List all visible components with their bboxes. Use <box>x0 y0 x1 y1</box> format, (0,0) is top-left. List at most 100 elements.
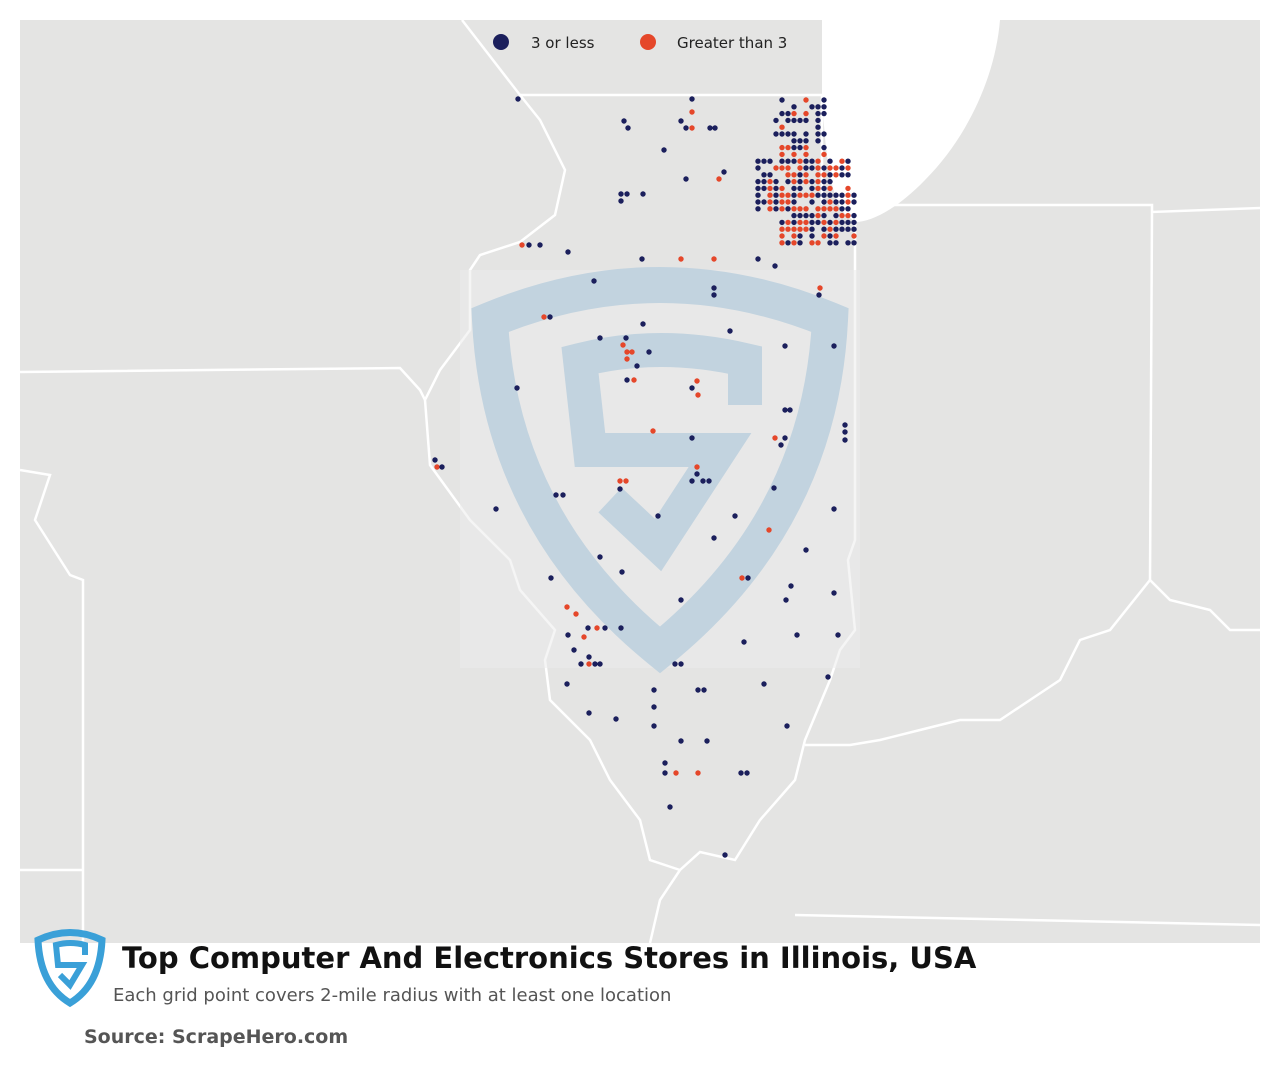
grid-point <box>618 191 624 197</box>
grid-point <box>815 131 821 137</box>
grid-point <box>803 144 809 151</box>
legend: 3 or less Greater than 3 <box>493 34 787 52</box>
grid-point <box>573 611 579 617</box>
grid-point <box>514 385 520 391</box>
grid-point <box>833 165 839 171</box>
grid-point <box>842 422 848 428</box>
grid-point <box>797 206 803 212</box>
grid-point <box>785 144 791 151</box>
grid-point <box>839 165 845 171</box>
grid-point <box>791 240 797 246</box>
grid-point <box>694 464 700 470</box>
grid-point <box>797 226 803 232</box>
grid-point <box>779 97 785 103</box>
grid-point <box>815 165 821 171</box>
grid-point <box>815 117 821 124</box>
grid-point <box>779 199 785 205</box>
grid-point <box>778 442 784 448</box>
grid-point <box>845 199 851 205</box>
grid-point <box>821 199 827 205</box>
grid-point <box>797 138 803 144</box>
grid-point <box>683 125 689 131</box>
grid-point <box>721 169 727 175</box>
source: Source: ScrapeHero.com <box>84 1026 348 1048</box>
grid-point <box>700 478 706 484</box>
grid-point <box>833 240 839 246</box>
grid-point <box>526 242 532 248</box>
grid-point <box>617 478 623 484</box>
grid-point <box>851 226 857 232</box>
grid-point <box>785 178 791 185</box>
grid-point <box>791 110 797 117</box>
grid-point <box>809 165 815 171</box>
grid-point <box>618 198 624 204</box>
grid-point <box>809 192 815 198</box>
grid-point <box>815 206 821 212</box>
grid-point <box>803 226 809 232</box>
grid-point <box>553 492 559 498</box>
grid-point <box>785 240 791 246</box>
grid-point <box>618 625 624 631</box>
grid-point <box>779 165 785 171</box>
grid-point <box>707 125 713 131</box>
grid-point <box>689 478 695 484</box>
grid-point <box>827 219 833 226</box>
grid-point <box>797 185 803 192</box>
grid-point <box>651 687 657 693</box>
grid-point <box>815 219 821 226</box>
grid-point <box>773 165 779 171</box>
grid-point <box>851 219 857 226</box>
grid-point <box>624 349 630 355</box>
grid-point <box>825 674 831 680</box>
grid-point <box>785 192 791 198</box>
grid-point <box>785 219 791 226</box>
grid-point <box>767 206 773 212</box>
grid-point <box>803 212 809 219</box>
grid-point <box>767 185 773 192</box>
grid-point <box>827 199 833 205</box>
grid-point <box>739 575 745 581</box>
grid-point <box>845 172 851 178</box>
grid-point <box>803 192 809 198</box>
grid-point <box>833 233 839 239</box>
grid-point <box>791 219 797 226</box>
grid-point <box>594 625 600 631</box>
grid-point <box>565 249 571 255</box>
grid-point <box>779 206 785 212</box>
grid-point <box>851 192 857 198</box>
grid-point <box>646 349 652 355</box>
grid-point <box>782 343 788 349</box>
grid-point <box>821 219 827 226</box>
grid-point <box>839 199 845 205</box>
grid-point <box>651 723 657 729</box>
grid-point <box>779 124 785 130</box>
grid-point <box>773 192 779 198</box>
grid-point <box>816 292 822 298</box>
grid-point <box>761 172 767 178</box>
grid-point <box>815 158 821 164</box>
grid-point <box>803 206 809 212</box>
grid-point <box>597 335 603 341</box>
grid-point <box>755 256 761 262</box>
grid-point <box>592 661 598 667</box>
grid-point <box>785 226 791 232</box>
grid-point <box>560 492 566 498</box>
lake-michigan <box>822 20 1000 222</box>
grid-point <box>773 178 779 185</box>
grid-points <box>432 96 857 858</box>
grid-point <box>672 661 678 667</box>
grid-point <box>624 191 630 197</box>
grid-point <box>773 117 779 124</box>
grid-point <box>785 165 791 171</box>
grid-point <box>839 212 845 219</box>
grid-point <box>845 158 851 164</box>
grid-point <box>711 292 717 298</box>
grid-point <box>738 770 744 776</box>
grid-point <box>711 535 717 541</box>
grid-point <box>809 104 815 110</box>
grid-point <box>602 625 608 631</box>
grid-point <box>797 212 803 219</box>
grid-point <box>815 138 821 144</box>
grid-point <box>833 172 839 178</box>
